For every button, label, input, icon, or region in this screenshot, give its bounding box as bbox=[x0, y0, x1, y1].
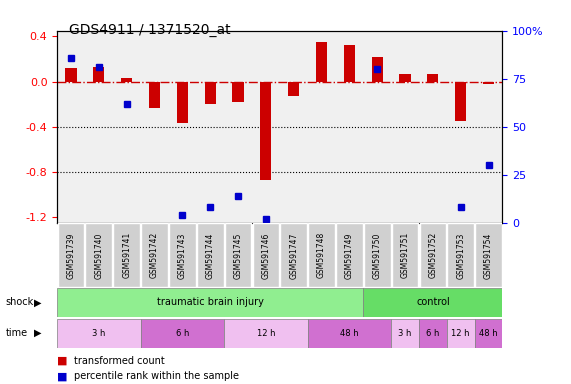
Text: 12 h: 12 h bbox=[256, 329, 275, 338]
Text: 6 h: 6 h bbox=[176, 329, 189, 338]
Text: control: control bbox=[416, 297, 450, 308]
Bar bbox=[57, 319, 140, 348]
FancyBboxPatch shape bbox=[280, 223, 307, 287]
FancyBboxPatch shape bbox=[224, 223, 251, 287]
Text: GSM591743: GSM591743 bbox=[178, 232, 187, 278]
Bar bbox=[475, 319, 502, 348]
Text: 12 h: 12 h bbox=[452, 329, 470, 338]
Bar bbox=[177, 81, 188, 123]
Text: ▶: ▶ bbox=[34, 297, 42, 308]
Bar bbox=[140, 319, 224, 348]
Text: GSM591748: GSM591748 bbox=[317, 232, 326, 278]
Bar bbox=[400, 74, 411, 81]
Text: 6 h: 6 h bbox=[426, 329, 440, 338]
Text: GSM591752: GSM591752 bbox=[428, 232, 437, 278]
Bar bbox=[204, 81, 216, 104]
Bar bbox=[344, 45, 355, 81]
Text: percentile rank within the sample: percentile rank within the sample bbox=[74, 371, 239, 381]
Text: GSM591747: GSM591747 bbox=[289, 232, 298, 278]
Text: GSM591751: GSM591751 bbox=[400, 232, 409, 278]
Bar bbox=[363, 288, 502, 317]
Text: GDS4911 / 1371520_at: GDS4911 / 1371520_at bbox=[69, 23, 230, 37]
FancyBboxPatch shape bbox=[364, 223, 391, 287]
Text: GSM591749: GSM591749 bbox=[345, 232, 354, 278]
Bar bbox=[149, 81, 160, 108]
Bar bbox=[483, 81, 494, 84]
FancyBboxPatch shape bbox=[336, 223, 363, 287]
FancyBboxPatch shape bbox=[197, 223, 224, 287]
Bar bbox=[260, 81, 271, 180]
Bar bbox=[224, 319, 308, 348]
Text: ■: ■ bbox=[57, 356, 67, 366]
Text: shock: shock bbox=[6, 297, 34, 308]
Bar bbox=[93, 67, 104, 81]
FancyBboxPatch shape bbox=[58, 223, 85, 287]
FancyBboxPatch shape bbox=[169, 223, 196, 287]
Bar bbox=[372, 57, 383, 81]
Text: 48 h: 48 h bbox=[479, 329, 498, 338]
Bar bbox=[288, 81, 299, 96]
Bar bbox=[455, 81, 467, 121]
Text: 3 h: 3 h bbox=[399, 329, 412, 338]
Bar bbox=[57, 288, 363, 317]
Bar bbox=[66, 68, 77, 81]
Text: GSM591745: GSM591745 bbox=[234, 232, 243, 278]
Text: GSM591753: GSM591753 bbox=[456, 232, 465, 278]
Text: GSM591741: GSM591741 bbox=[122, 232, 131, 278]
FancyBboxPatch shape bbox=[113, 223, 140, 287]
Text: GSM591746: GSM591746 bbox=[262, 232, 271, 278]
Text: 48 h: 48 h bbox=[340, 329, 359, 338]
FancyBboxPatch shape bbox=[86, 223, 112, 287]
Bar bbox=[316, 42, 327, 81]
Text: ▶: ▶ bbox=[34, 328, 42, 338]
Bar bbox=[427, 74, 439, 81]
FancyBboxPatch shape bbox=[420, 223, 447, 287]
Text: ■: ■ bbox=[57, 371, 67, 381]
Text: 3 h: 3 h bbox=[92, 329, 106, 338]
Text: GSM591754: GSM591754 bbox=[484, 232, 493, 278]
Text: time: time bbox=[6, 328, 28, 338]
FancyBboxPatch shape bbox=[392, 223, 419, 287]
FancyBboxPatch shape bbox=[475, 223, 502, 287]
Bar bbox=[419, 319, 447, 348]
Text: GSM591744: GSM591744 bbox=[206, 232, 215, 278]
Text: GSM591742: GSM591742 bbox=[150, 232, 159, 278]
Bar bbox=[391, 319, 419, 348]
Bar bbox=[232, 81, 244, 102]
FancyBboxPatch shape bbox=[447, 223, 474, 287]
Text: transformed count: transformed count bbox=[74, 356, 165, 366]
FancyBboxPatch shape bbox=[308, 223, 335, 287]
Text: GSM591739: GSM591739 bbox=[66, 232, 75, 278]
Bar bbox=[447, 319, 475, 348]
FancyBboxPatch shape bbox=[141, 223, 168, 287]
FancyBboxPatch shape bbox=[252, 223, 279, 287]
Bar bbox=[308, 319, 391, 348]
Bar bbox=[121, 78, 132, 81]
Text: GSM591740: GSM591740 bbox=[94, 232, 103, 278]
Text: traumatic brain injury: traumatic brain injury bbox=[157, 297, 264, 308]
Text: GSM591750: GSM591750 bbox=[373, 232, 382, 278]
